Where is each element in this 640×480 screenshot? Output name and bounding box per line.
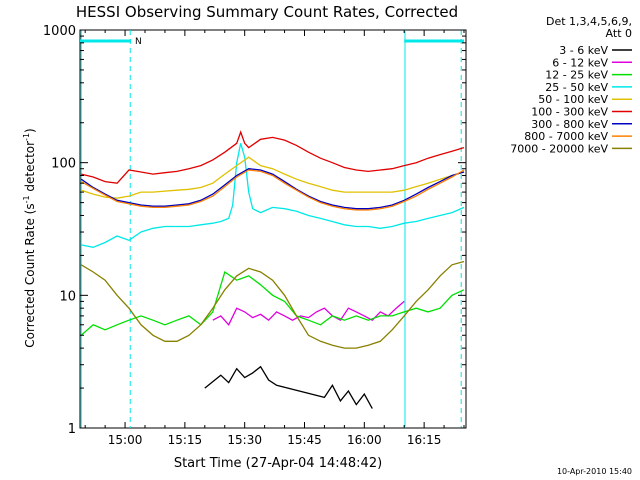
y-axis-label-end: ) [23,128,37,133]
legend-header-2: Att 0 [606,27,632,40]
legend-label-0: 3 - 6 keV [559,44,608,57]
x-tick-label: 15:15 [168,433,203,447]
plot-frame [79,29,467,429]
x-axis: 15:00 15:15 15:30 15:45 16:00 16:15 [84,30,465,447]
legend-label-8: 7000 - 20000 keV [510,142,608,155]
chart-title: HESSI Observing Summary Count Rates, Cor… [76,3,458,21]
x-tick-label: 16:15 [407,433,442,447]
x-tick-label: 15:45 [287,433,322,447]
footer-date: 10-Apr-2010 15:40 [557,467,632,476]
y-axis-label-sup1: -1 [22,195,31,203]
legend-label-7: 800 - 7000 keV [524,130,608,143]
y-tick-label: 1000 [43,24,76,39]
series-line-4 [80,156,465,199]
x-tick-label: 16:00 [347,433,382,447]
y-tick-label: 1 [68,422,76,437]
legend-label-1: 6 - 12 keV [552,56,608,69]
series-line-1 [212,300,405,326]
y-tick-label: 10 [59,289,76,304]
legend-header-1: Det 1,3,4,5,6,9, [546,15,632,28]
y-axis-label-mid: detector [23,141,37,196]
series-line-3 [81,143,465,248]
x-axis-label: Start Time (27-Apr-04 14:48:42) [174,456,382,471]
series-line-2 [80,270,465,336]
series-line-5 [81,130,465,184]
series-line-0 [204,365,373,409]
y-axis-label-main: Corrected Count Rate (s [23,203,37,347]
x-tick-label: 15:00 [108,433,143,447]
series-line-6 [80,168,465,210]
legend-label-5: 100 - 300 keV [531,106,608,119]
plot-area: N [79,29,467,429]
series-line-8 [80,260,465,349]
legend-label-4: 50 - 100 keV [538,93,608,106]
series-line-7 [80,169,465,211]
y-axis: 1 10 100 1000 [43,24,466,437]
y-axis-label: Corrected Count Rate (s-1 detector-1) [22,128,37,347]
legend-label-2: 12 - 25 keV [545,69,608,82]
legend-label-6: 300 - 800 keV [531,118,608,131]
legend-label-3: 25 - 50 keV [545,81,608,94]
y-tick-label: 100 [51,157,76,172]
x-tick-label: 15:30 [227,433,262,447]
night-label: N [135,37,142,47]
y-axis-label-sup2: -1 [22,133,31,141]
